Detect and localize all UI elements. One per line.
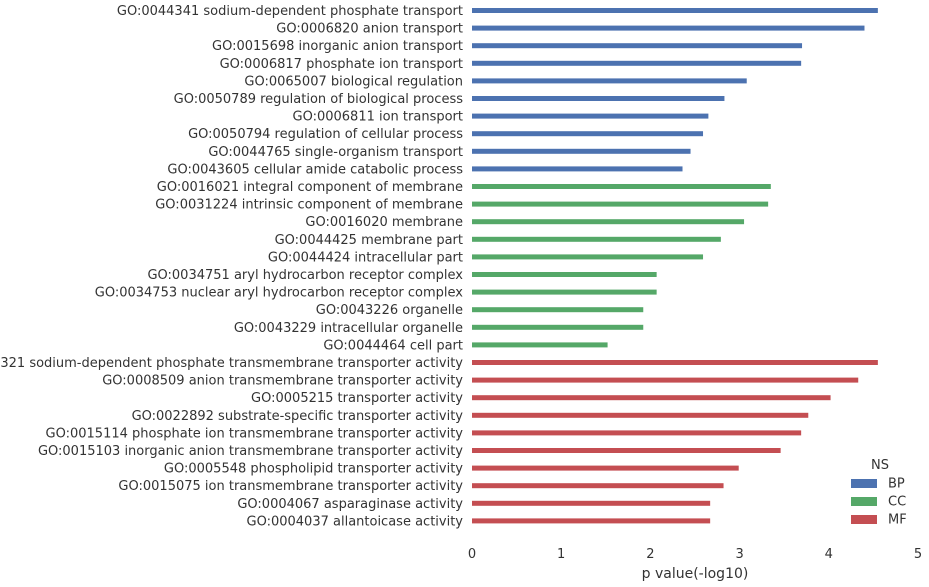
- bar-cc-go-0043226: [472, 307, 644, 313]
- legend-swatch-bp: [851, 479, 877, 488]
- category-label: GO:0006817 phosphate ion transport: [220, 57, 463, 72]
- legend: NS BP CC MF: [851, 458, 907, 528]
- bar-mf-go-0015075: [472, 483, 724, 489]
- x-tick-label: 3: [735, 547, 743, 562]
- bar-cc-go-0034753: [472, 289, 657, 295]
- category-label: GO:0022892 substrate-specific transporte…: [132, 409, 464, 424]
- x-tick-label: 5: [914, 547, 922, 562]
- legend-entries: BP CC MF: [851, 477, 907, 528]
- bar-cc-go-0044424: [472, 254, 704, 260]
- bar-bp-go-0050794: [472, 131, 704, 137]
- bar-bp-go-0050789: [472, 96, 725, 101]
- bar-cc-go-0016020: [472, 219, 745, 225]
- category-labels: GO:0044341 sodium-dependent phosphate tr…: [0, 4, 463, 529]
- bar-cc-go-0044425: [472, 236, 721, 242]
- x-axis-ticks: 0 1 2 3 4 5: [468, 547, 922, 562]
- category-label: GO:0006820 anion transport: [276, 22, 463, 37]
- x-tick-label: 2: [646, 547, 654, 562]
- category-label: GO:0044765 single-organism transport: [208, 145, 463, 160]
- legend-swatch-cc: [851, 497, 877, 506]
- category-label: GO:0031224 intrinsic component of membra…: [155, 198, 463, 213]
- category-label: GO:0004037 allantoicase activity: [247, 514, 464, 529]
- category-label: GO:0043226 organelle: [316, 303, 463, 318]
- category-label: GO:0015103 inorganic anion transmembrane…: [38, 444, 463, 459]
- x-tick-label: 4: [825, 547, 833, 562]
- bar-bp-go-0043605: [472, 166, 683, 172]
- bar-mf-go-0015103: [472, 448, 781, 453]
- x-tick-label: 0: [468, 547, 476, 562]
- bar-cc-go-0044464: [472, 342, 608, 348]
- category-label: GO:0043229 intracellular organelle: [234, 321, 463, 336]
- bar-mf-go-0022892: [472, 412, 809, 418]
- bar-bp-go-0006811: [472, 113, 709, 119]
- category-label: GO:0016020 membrane: [305, 215, 463, 230]
- category-label: GO:0015075 ion transmembrane transporter…: [118, 479, 463, 494]
- category-label: GO:0044464 cell part: [323, 338, 463, 353]
- category-label: GO:0050794 regulation of cellular proces…: [188, 127, 463, 142]
- bar-mf-go-0005215: [472, 395, 831, 401]
- bar-cc-go-0034751: [472, 272, 657, 277]
- legend-label-cc: CC: [888, 495, 906, 510]
- category-label: GO:0044424 intracellular part: [268, 250, 463, 265]
- bar-bp-go-0044765: [472, 148, 691, 154]
- bar-mf-go-0004067: [472, 500, 711, 506]
- bar-cc-go-0031224: [472, 201, 769, 207]
- category-label: GO:0004067 asparaginase activity: [237, 497, 463, 512]
- bar-mf-go-0015321: [472, 360, 878, 365]
- bar-bp-go-0006817: [472, 60, 802, 66]
- legend-label-mf: MF: [888, 513, 907, 528]
- category-label: GO:0005548 phospholipid transporter acti…: [164, 462, 463, 477]
- bar-bp-go-0015698: [472, 43, 803, 49]
- category-label: GO:0005215 transporter activity: [251, 391, 463, 406]
- category-label: GO:0034753 nuclear aryl hydrocarbon rece…: [95, 286, 464, 301]
- category-label: GO:0006811 ion transport: [293, 110, 464, 125]
- bar-bp-go-0065007: [472, 78, 747, 84]
- bar-cc-go-0043229: [472, 324, 644, 330]
- category-label: GO:0044425 membrane part: [275, 233, 463, 248]
- category-label: GO:0008509 anion transmembrane transport…: [102, 374, 463, 389]
- category-label: GO:0044341 sodium-dependent phosphate tr…: [117, 4, 463, 19]
- bar-bp-go-0006820: [472, 25, 865, 31]
- bar-mf-go-0004037: [472, 518, 711, 524]
- x-axis-title: p value(-log10): [642, 566, 749, 582]
- bar-bp-go-0044341: [472, 8, 878, 13]
- category-label: GO:0015321 sodium-dependent phosphate tr…: [0, 356, 463, 371]
- bar-mf-go-0008509: [472, 377, 859, 383]
- category-label: GO:0050789 regulation of biological proc…: [174, 92, 464, 107]
- category-label: GO:0043605 cellular amide catabolic proc…: [167, 162, 463, 177]
- legend-swatch-mf: [851, 515, 877, 524]
- bar-cc-go-0016021: [472, 184, 771, 189]
- category-label: GO:0015114 phosphate ion transmembrane t…: [46, 426, 464, 441]
- legend-label-bp: BP: [888, 477, 905, 492]
- legend-title: NS: [871, 458, 889, 473]
- x-tick-label: 1: [557, 547, 565, 562]
- category-label: GO:0034751 aryl hydrocarbon receptor com…: [147, 268, 463, 283]
- bars-layer: [472, 8, 878, 524]
- category-label: GO:0015698 inorganic anion transport: [212, 39, 463, 54]
- category-label: GO:0016021 integral component of membran…: [157, 180, 463, 195]
- bar-mf-go-0005548: [472, 465, 739, 471]
- category-label: GO:0065007 biological regulation: [244, 74, 463, 89]
- bar-mf-go-0015114: [472, 430, 802, 436]
